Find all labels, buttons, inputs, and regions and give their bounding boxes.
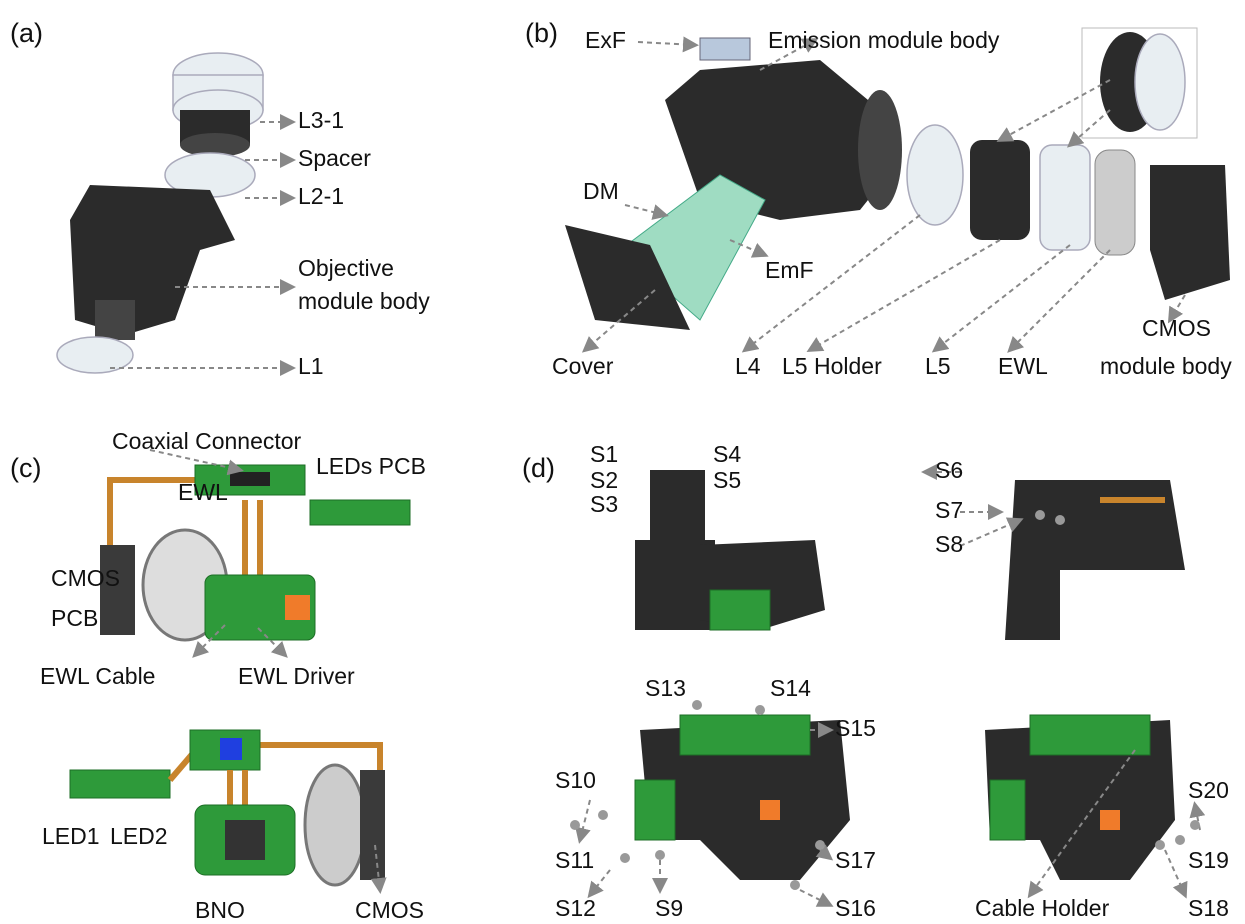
callout-label: S4 xyxy=(713,441,741,467)
callout-label: Coaxial Connector xyxy=(112,428,302,454)
callout-label: LED2 xyxy=(110,823,168,849)
callout-label: S9 xyxy=(655,895,683,921)
callout-label: Spacer xyxy=(298,145,371,171)
callout-label: L3-1 xyxy=(298,107,344,133)
figure: (a) L3-1 Spacer L2-1 Objective module body L1 (… xyxy=(0,0,1245,924)
callout-label: Objective xyxy=(298,255,394,281)
callout-label: S1 xyxy=(590,441,618,467)
callout-label: S13 xyxy=(645,675,686,701)
callout-label: S11 xyxy=(555,847,594,873)
callout-label: Emission module body xyxy=(768,27,1000,53)
callout-label: S15 xyxy=(835,715,876,741)
callout-label: LED1 xyxy=(42,823,100,849)
callout-label: BNO xyxy=(195,897,245,923)
callout-label: S17 xyxy=(835,847,876,873)
callout-label: CMOS xyxy=(1142,315,1211,341)
panel-d-art xyxy=(635,470,1185,880)
callout-label: Cover xyxy=(552,353,614,379)
callout-label: S8 xyxy=(935,531,963,557)
callout-label: module body xyxy=(1100,353,1232,379)
callout-label: PCB xyxy=(51,605,98,631)
callout-label: ExF xyxy=(585,27,626,53)
callout-label: S16 xyxy=(835,895,876,921)
panel-label: (b) xyxy=(525,18,558,48)
callout-label: S19 xyxy=(1188,847,1229,873)
callout-label: module body xyxy=(298,288,430,314)
callout-label: EWL Driver xyxy=(238,663,355,689)
callout-label: EWL Cable xyxy=(40,663,155,689)
panel-b-art xyxy=(565,28,1230,330)
callout-label: S20 xyxy=(1188,777,1229,803)
callout-label: S3 xyxy=(590,491,618,517)
callout-label: S7 xyxy=(935,497,963,523)
panel-a-art xyxy=(57,53,263,373)
callout-label: S10 xyxy=(555,767,596,793)
panel-label: (a) xyxy=(10,18,43,48)
callout-label: L2-1 xyxy=(298,183,344,209)
panel-label: (c) xyxy=(10,453,41,483)
callout-label: L5 xyxy=(925,353,951,379)
callout-label: S14 xyxy=(770,675,811,701)
callout-label: L4 xyxy=(735,353,761,379)
callout-label: CMOS xyxy=(355,897,424,923)
callout-label: EmF xyxy=(765,257,814,283)
callout-label: LEDs PCB xyxy=(316,453,426,479)
callout-label: S18 xyxy=(1188,895,1229,921)
callout-label: L5 Holder xyxy=(782,353,882,379)
callout-label: CMOS xyxy=(51,565,120,591)
callout-label: DM xyxy=(583,178,619,204)
callout-label: EWL xyxy=(998,353,1048,379)
callout-label: S5 xyxy=(713,467,741,493)
callout-label: S12 xyxy=(555,895,596,921)
callout-label: S2 xyxy=(590,467,618,493)
callout-label: S6 xyxy=(935,457,963,483)
callout-label: L1 xyxy=(298,353,324,379)
callout-label: Cable Holder xyxy=(975,895,1110,921)
panel-label: (d) xyxy=(522,453,555,483)
callout-label: EWL xyxy=(178,479,228,505)
